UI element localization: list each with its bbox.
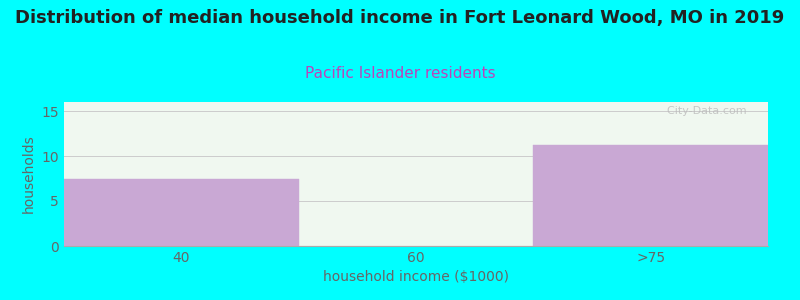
Text: Pacific Islander residents: Pacific Islander residents	[305, 66, 495, 81]
Text: Distribution of median household income in Fort Leonard Wood, MO in 2019: Distribution of median household income …	[15, 9, 785, 27]
Y-axis label: households: households	[22, 135, 36, 213]
Bar	[534, 145, 768, 246]
X-axis label: household income ($1000): household income ($1000)	[323, 270, 509, 284]
Text: City-Data.com: City-Data.com	[660, 106, 747, 116]
Bar	[64, 178, 298, 246]
